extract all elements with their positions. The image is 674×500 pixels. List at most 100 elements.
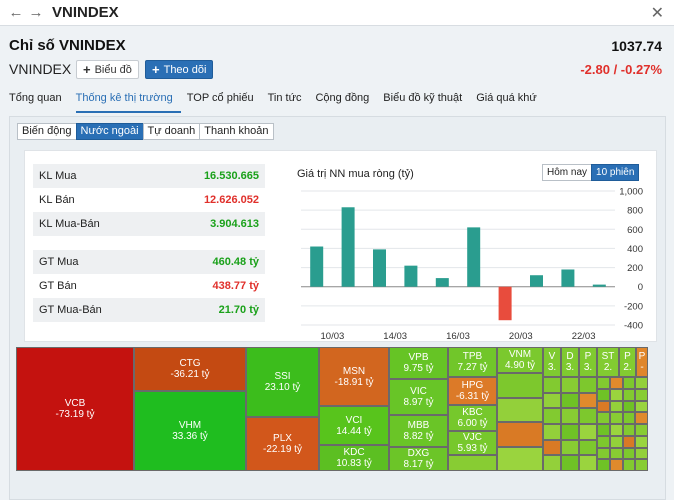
treemap-cell-st[interactable]: ST 2.: [597, 347, 619, 377]
treemap-cell-small[interactable]: [597, 459, 610, 471]
treemap-cell-small[interactable]: [579, 424, 597, 440]
treemap-cell-small[interactable]: [543, 377, 561, 393]
treemap-cell-msn[interactable]: MSN -18.91 tỷ: [319, 347, 389, 406]
treemap-cell-ssi[interactable]: SSI 23.10 tỷ: [246, 347, 319, 417]
treemap-cell-vic[interactable]: VIC 8.97 tỷ: [389, 379, 448, 415]
treemap-cell-vjc[interactable]: VJC 5.93 tỷ: [448, 431, 497, 455]
treemap-cell-small[interactable]: [497, 446, 543, 471]
subtab-foreign[interactable]: Nước ngoài: [75, 123, 144, 140]
treemap-cell-small[interactable]: [543, 455, 561, 471]
back-arrow-icon[interactable]: ←: [8, 4, 24, 21]
treemap-cell-small[interactable]: [561, 408, 579, 424]
treemap-cell-small[interactable]: [543, 424, 561, 440]
treemap-cell-small[interactable]: [597, 400, 610, 413]
tab-price-history[interactable]: Giá quá khứ: [476, 92, 537, 104]
bar-20/03[interactable]: [498, 286, 512, 321]
bar-10/03[interactable]: [310, 246, 324, 287]
treemap-cell-small[interactable]: [635, 459, 648, 471]
treemap-cell-small[interactable]: [497, 397, 543, 422]
treemap-cell-small[interactable]: [579, 455, 597, 471]
treemap-cell-small[interactable]: [597, 388, 610, 401]
tab-community[interactable]: Cộng đồng: [315, 92, 370, 104]
treemap-cell-small[interactable]: [622, 377, 636, 389]
treemap-cell-small[interactable]: [597, 412, 610, 424]
treemap-cell-small[interactable]: [622, 459, 636, 471]
treemap-cell-small[interactable]: [635, 400, 648, 413]
treemap-cell-kdc[interactable]: KDC 10.83 tỷ: [319, 445, 389, 471]
follow-button[interactable]: + Theo dõi: [145, 60, 214, 79]
treemap-cell-hpg[interactable]: HPG -6.31 tỷ: [448, 377, 497, 405]
period-today-button[interactable]: Hôm nay: [542, 164, 593, 181]
treemap-cell-small[interactable]: [622, 412, 636, 424]
treemap-cell-small[interactable]: [635, 424, 648, 436]
treemap-cell-vnm[interactable]: VNM 4.90 tỷ: [497, 347, 543, 373]
treemap-cell-p[interactable]: P 2.: [619, 347, 636, 377]
close-icon[interactable]: ✕: [650, 5, 664, 22]
period-10-sessions-button[interactable]: 10 phiên: [591, 164, 640, 181]
bar-17/03[interactable]: [467, 227, 481, 287]
tab-technical-chart[interactable]: Biểu đồ kỹ thuật: [383, 92, 463, 104]
treemap-cell-small[interactable]: [635, 377, 648, 389]
tab-overview[interactable]: Tổng quan: [9, 92, 62, 104]
treemap-cell-small[interactable]: [497, 422, 543, 447]
treemap-cell-small[interactable]: [448, 455, 497, 471]
treemap-cell-small[interactable]: [597, 435, 610, 448]
treemap-cell-small[interactable]: [561, 424, 579, 440]
chart-button[interactable]: + Biểu đồ: [76, 60, 139, 79]
treemap-cell-small[interactable]: [609, 447, 623, 460]
treemap-cell-small[interactable]: [561, 455, 579, 471]
treemap-cell-small[interactable]: [622, 388, 636, 401]
treemap-cell-p[interactable]: P-: [636, 347, 648, 377]
treemap-cell-small[interactable]: [609, 400, 623, 413]
treemap-cell-small[interactable]: [622, 400, 636, 413]
treemap-cell-small[interactable]: [635, 412, 648, 424]
treemap-cell-small[interactable]: [609, 459, 623, 471]
subtab-liquidity[interactable]: Thanh khoản: [199, 123, 274, 140]
treemap-cell-small[interactable]: [609, 388, 623, 401]
treemap-cell-small[interactable]: [622, 424, 636, 436]
treemap-cell-dxg[interactable]: DXG 8.17 tỷ: [389, 447, 448, 471]
treemap-cell-small[interactable]: [609, 424, 623, 436]
treemap-cell-v[interactable]: V 3.: [543, 347, 561, 377]
treemap-cell-small[interactable]: [543, 392, 561, 409]
bar-16/03[interactable]: [435, 278, 449, 287]
treemap-cell-small[interactable]: [561, 439, 579, 456]
treemap-cell-kbc[interactable]: KBC 6.00 tỷ: [448, 405, 497, 431]
treemap-cell-vhm[interactable]: VHM 33.36 tỷ: [134, 391, 246, 471]
tab-top-stocks[interactable]: TOP cổ phiếu: [186, 92, 254, 104]
subtab-fluctuation[interactable]: Biến động: [17, 123, 77, 140]
bar-15/03[interactable]: [404, 265, 418, 287]
treemap-cell-small[interactable]: [561, 377, 579, 393]
treemap-cell-small[interactable]: [635, 447, 648, 460]
treemap-cell-tpb[interactable]: TPB 7.27 tỷ: [448, 347, 497, 377]
treemap-cell-vcb[interactable]: VCB -73.19 tỷ: [16, 347, 134, 471]
bar-22/03[interactable]: [561, 269, 575, 287]
bar-23/03[interactable]: [592, 284, 606, 287]
bar-21/03[interactable]: [530, 275, 543, 287]
treemap-cell-small[interactable]: [609, 435, 623, 448]
treemap-cell-small[interactable]: [543, 408, 561, 424]
treemap-cell-vpb[interactable]: VPB 9.75 tỷ: [389, 347, 448, 379]
treemap-cell-small[interactable]: [597, 424, 610, 436]
treemap-cell-vci[interactable]: VCI 14.44 tỷ: [319, 406, 389, 445]
treemap-cell-small[interactable]: [609, 412, 623, 424]
treemap-cell-small[interactable]: [579, 392, 597, 409]
forward-arrow-icon[interactable]: →: [28, 4, 44, 21]
treemap-cell-small[interactable]: [561, 392, 579, 409]
treemap-cell-small[interactable]: [622, 435, 636, 448]
treemap-cell-small[interactable]: [497, 373, 543, 398]
treemap-cell-small[interactable]: [597, 377, 610, 389]
treemap-cell-small[interactable]: [635, 435, 648, 448]
tab-news[interactable]: Tin tức: [267, 92, 302, 104]
tab-market-stats[interactable]: Thống kê thị trường: [75, 89, 181, 113]
bar-14/03[interactable]: [373, 249, 386, 287]
treemap-cell-ctg[interactable]: CTG -36.21 tỷ: [134, 347, 246, 391]
treemap-cell-small[interactable]: [609, 377, 623, 389]
bar-11/03[interactable]: [341, 207, 355, 287]
treemap-cell-small[interactable]: [622, 447, 636, 460]
treemap-cell-d[interactable]: D 3.: [561, 347, 579, 377]
treemap-cell-small[interactable]: [579, 377, 597, 393]
treemap-cell-small[interactable]: [579, 439, 597, 456]
treemap-cell-p[interactable]: P 3.: [579, 347, 597, 377]
treemap-cell-small[interactable]: [543, 439, 561, 456]
